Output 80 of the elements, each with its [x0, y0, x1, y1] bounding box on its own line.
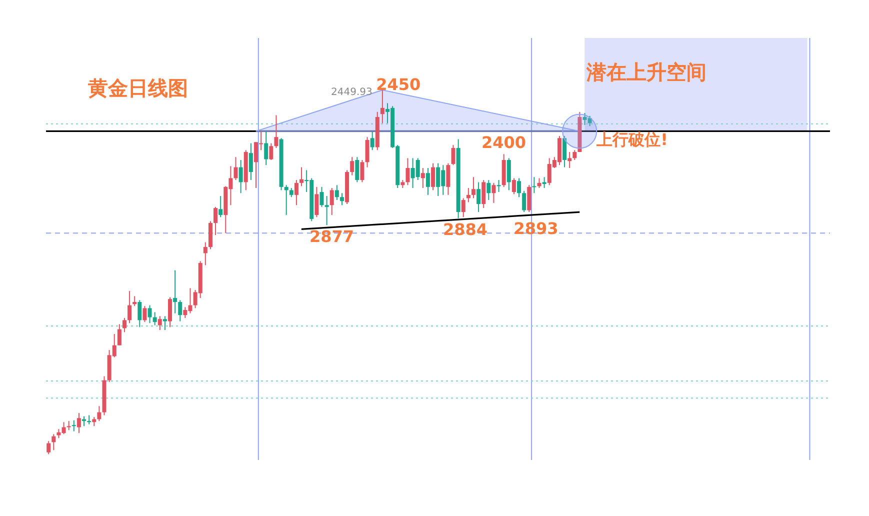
candlestick: [87, 414, 92, 425]
candlestick: [517, 178, 522, 198]
candlestick: [324, 196, 329, 226]
candlestick: [542, 176, 546, 189]
candlestick: [132, 296, 137, 306]
annotation: 2400: [481, 133, 526, 152]
candlestick: [431, 162, 436, 191]
candlestick: [330, 188, 334, 216]
candlestick: [568, 151, 572, 168]
candlestick: [451, 144, 456, 166]
candlestick: [178, 300, 182, 322]
candlestick: [238, 159, 243, 194]
candlestick: [320, 186, 324, 208]
candlestick: [269, 142, 274, 160]
candlestick: [314, 186, 319, 218]
candlestick: [537, 178, 542, 189]
candlestick: [117, 324, 122, 346]
candlestick: [420, 167, 425, 189]
band-label: 潜在上升空间: [586, 60, 707, 84]
candlestick: [82, 416, 86, 427]
candlestick: [406, 158, 410, 186]
candlestick: [234, 156, 238, 180]
candlestick: [128, 290, 132, 324]
candlestick: [168, 296, 172, 328]
candlestick: [122, 318, 126, 333]
candlestick: [562, 135, 567, 168]
candlestick: [294, 180, 298, 206]
candlestick: [380, 90, 384, 124]
candlestick: [334, 184, 339, 201]
candlestick: [289, 188, 294, 198]
annotation: 2884: [442, 220, 488, 240]
candlestick: [466, 188, 470, 203]
annotation: 2449.93: [331, 87, 372, 98]
candlestick: [532, 176, 536, 194]
candlestick: [214, 206, 218, 236]
chart-title: 黄金日线图: [87, 76, 188, 100]
candlestick: [162, 316, 167, 331]
candlestick: [572, 150, 577, 160]
candlestick: [340, 192, 344, 206]
candlestick: [426, 167, 430, 196]
candlestick: [350, 156, 354, 176]
candlestick: [496, 180, 501, 193]
candlestick: [66, 420, 71, 431]
candlestick: [486, 180, 491, 201]
candlestick: [203, 242, 208, 266]
candlestick: [46, 440, 51, 455]
candlestick: [446, 162, 450, 196]
candlestick: [138, 300, 142, 328]
candlestick: [142, 305, 147, 323]
candlestick: [355, 156, 360, 183]
candlestick: [522, 190, 526, 213]
candlestick: [92, 416, 96, 427]
candlestick: [148, 304, 152, 324]
candlestick: [512, 178, 516, 195]
candlestick: [527, 184, 532, 213]
candlestick: [158, 316, 162, 331]
candlestick: [461, 198, 466, 218]
candlestick: [274, 114, 278, 148]
candlestick: [264, 131, 268, 166]
candlestick: [492, 182, 496, 204]
annotation: 2450: [376, 75, 421, 94]
candlestick: [482, 180, 486, 209]
candlestick: [72, 420, 76, 432]
candlestick: [360, 159, 364, 183]
candlestick: [476, 182, 481, 213]
candlestick: [76, 412, 81, 434]
candlestick: [152, 312, 157, 326]
candlestick: [365, 136, 370, 168]
candlestick: [506, 158, 511, 191]
annotation: 2877: [309, 227, 354, 246]
candlestick: [97, 406, 102, 422]
candlestick: [52, 434, 56, 451]
annotation: 上行破位!: [596, 130, 668, 150]
candlestick: [248, 142, 253, 180]
candlestick: [370, 131, 374, 151]
candlestick: [300, 166, 304, 187]
candlestick: [471, 176, 476, 199]
candlestick: [218, 196, 223, 218]
candlestick: [173, 270, 178, 314]
candlestick: [284, 184, 288, 216]
